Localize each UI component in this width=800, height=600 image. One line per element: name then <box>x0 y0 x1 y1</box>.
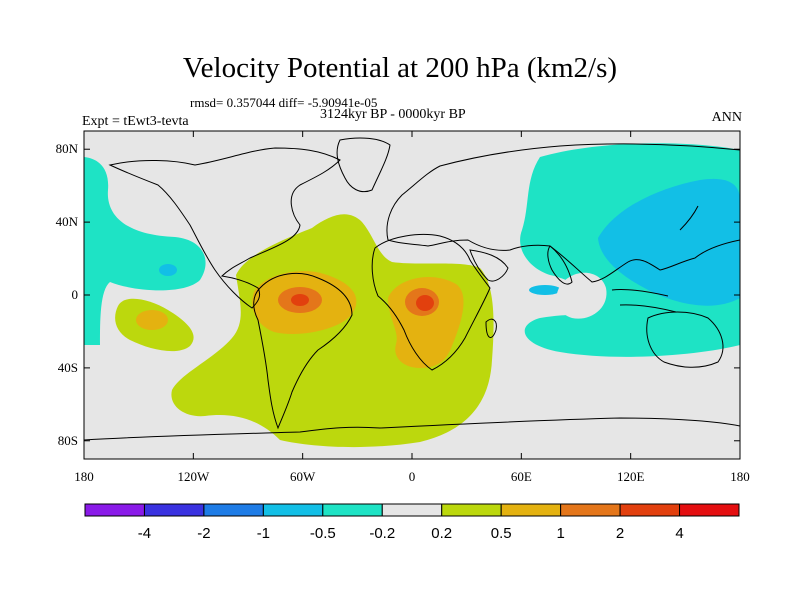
lat-tick-label: 40N <box>56 214 79 229</box>
map-title: Velocity Potential at 200 hPa (km2/s) <box>182 52 618 84</box>
contour-neg05-indian <box>529 285 561 295</box>
lon-tick-label: 120E <box>617 469 645 484</box>
colorbar-swatch <box>84 503 145 517</box>
coast-antarctica <box>84 417 740 441</box>
contour-pos2-africa <box>416 295 434 311</box>
contour-neg05-pacific <box>159 264 177 276</box>
colorbar-label: -1 <box>257 525 270 542</box>
colorbar-label: 1 <box>556 525 564 542</box>
colorbar-label: -4 <box>138 525 151 542</box>
colorbar-swatch <box>203 503 264 517</box>
colorbar-swatch <box>322 503 383 517</box>
experiment-label: Expt = tEwt3-tevta <box>82 114 189 129</box>
lat-tick-label: 80S <box>58 433 78 448</box>
lon-tick-label: 180 <box>730 469 750 484</box>
coast-japan <box>679 205 699 231</box>
coast-madagascar <box>485 318 497 338</box>
contour-pos2-samerica <box>291 294 309 306</box>
colorbar-swatch <box>500 503 562 517</box>
colorbar-label: -0.2 <box>369 525 395 542</box>
longitude-axis: 180 120W 60W 0 60E 120E 180 <box>74 131 750 484</box>
latitude-axis: 80N 40N 0 40S 80S <box>56 141 740 448</box>
period-label: 3124kyr BP - 0000kyr BP <box>320 107 466 122</box>
colorbar-label: 4 <box>675 525 683 542</box>
colorbar-label: -0.5 <box>310 525 336 542</box>
lat-tick-label: 0 <box>72 287 79 302</box>
coast-eurasia <box>386 143 740 283</box>
lat-tick-label: 40S <box>58 360 78 375</box>
contour-pos-atlantic <box>171 214 494 448</box>
coastlines <box>84 137 740 441</box>
colorbar-swatch <box>441 503 502 517</box>
contour-pos05-pacific <box>136 310 168 330</box>
contour-neg05-asia <box>598 178 740 306</box>
coast-indonesia <box>611 289 677 313</box>
stats-text: rmsd= 0.357044 diff= -5.90941e-05 <box>190 95 378 110</box>
colorbar-label: 0.5 <box>491 525 512 542</box>
colorbar-label: 0.2 <box>431 525 452 542</box>
colorbar-label: 2 <box>616 525 624 542</box>
colorbar-swatch <box>560 503 621 517</box>
colorbar: -4 -2 -1 -0.5 -0.2 0.2 0.5 1 2 4 <box>84 503 740 542</box>
lon-tick-label: 0 <box>409 469 416 484</box>
lon-tick-label: 120W <box>177 469 210 484</box>
lon-tick-label: 60W <box>290 469 316 484</box>
coast-africa <box>371 234 491 371</box>
lat-tick-label: 80N <box>56 141 79 156</box>
coast-australia <box>646 311 724 368</box>
season-label: ANN <box>711 110 742 125</box>
lon-tick-label: 60E <box>511 469 532 484</box>
coast-south-america <box>253 272 353 430</box>
coast-arabia <box>469 249 509 282</box>
colorbar-swatch <box>381 503 443 517</box>
colorbar-swatch <box>619 503 681 517</box>
lon-tick-label: 180 <box>74 469 94 484</box>
contour-neg-west-pacific <box>84 157 206 345</box>
coast-india <box>547 245 573 285</box>
coast-greenland <box>336 137 391 193</box>
colorbar-label: -2 <box>197 525 210 542</box>
colorbar-swatch <box>679 503 740 517</box>
colorbar-swatch <box>143 503 205 517</box>
colorbar-swatch <box>262 503 324 517</box>
coast-north-america <box>108 147 341 309</box>
